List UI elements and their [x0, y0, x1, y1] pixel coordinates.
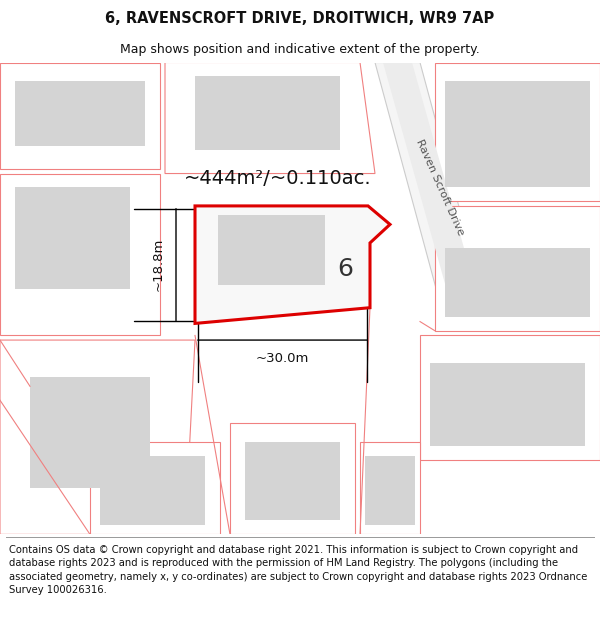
Text: ~444m²/~0.110ac.: ~444m²/~0.110ac. [184, 169, 372, 187]
Polygon shape [435, 62, 600, 201]
Polygon shape [195, 206, 390, 323]
Text: ~18.8m: ~18.8m [151, 238, 164, 291]
Polygon shape [30, 377, 150, 488]
Text: Contains OS data © Crown copyright and database right 2021. This information is : Contains OS data © Crown copyright and d… [9, 545, 587, 595]
Polygon shape [0, 174, 160, 336]
Polygon shape [0, 62, 160, 169]
Polygon shape [15, 81, 145, 146]
Text: Raven Scroft Drive: Raven Scroft Drive [414, 138, 466, 237]
Polygon shape [195, 76, 340, 151]
Polygon shape [245, 442, 340, 521]
Polygon shape [90, 442, 220, 534]
Text: Map shows position and indicative extent of the property.: Map shows position and indicative extent… [120, 44, 480, 56]
Polygon shape [445, 248, 590, 317]
Polygon shape [230, 423, 355, 534]
Polygon shape [0, 340, 195, 534]
Text: 6: 6 [337, 257, 353, 281]
Polygon shape [420, 336, 600, 461]
Polygon shape [218, 215, 325, 284]
Polygon shape [165, 62, 375, 174]
Polygon shape [430, 363, 585, 446]
Text: 6, RAVENSCROFT DRIVE, DROITWICH, WR9 7AP: 6, RAVENSCROFT DRIVE, DROITWICH, WR9 7AP [106, 11, 494, 26]
Polygon shape [435, 206, 600, 331]
Text: ~30.0m: ~30.0m [256, 352, 309, 365]
Polygon shape [375, 62, 490, 322]
Polygon shape [445, 81, 590, 188]
Polygon shape [360, 442, 420, 534]
Polygon shape [365, 456, 415, 525]
Polygon shape [15, 188, 130, 289]
Polygon shape [383, 62, 482, 312]
Polygon shape [100, 456, 205, 525]
